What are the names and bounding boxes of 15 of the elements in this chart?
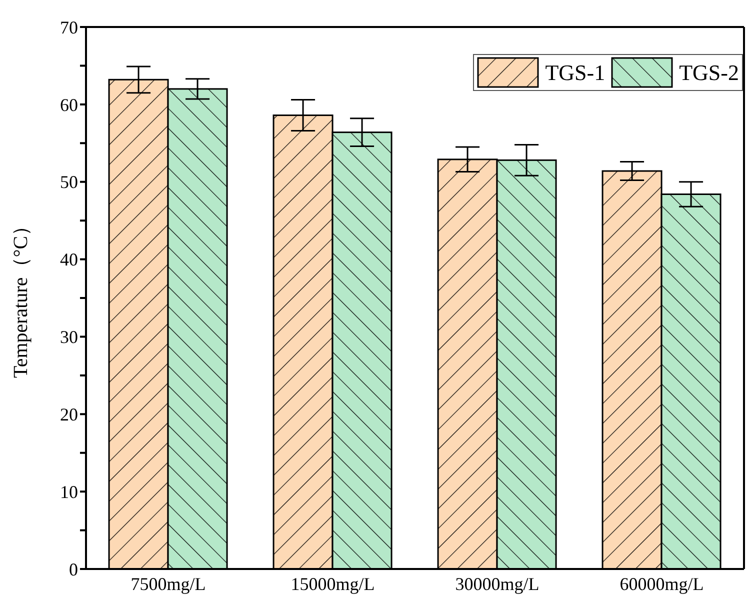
legend-label: TGS-2 [679,60,739,86]
y-axis-title: Temperature（°C） [10,216,32,378]
y-tick-label: 60 [60,94,78,115]
y-tick-label: 30 [60,327,78,348]
y-tick-label: 20 [60,404,78,425]
x-tick-label: 7500mg/L [130,574,206,594]
y-tick-label: 0 [69,559,78,580]
x-tick-label: 60000mg/L [620,574,704,594]
x-tick-label: 15000mg/L [290,574,375,594]
y-tick-label: 50 [60,172,78,192]
y-tick-label: 10 [60,482,78,502]
y-tick-label: 40 [60,250,78,270]
x-tick-label: 30000mg/L [455,574,540,594]
y-tick-label: 70 [60,17,78,38]
legend-label: TGS-1 [545,60,606,86]
